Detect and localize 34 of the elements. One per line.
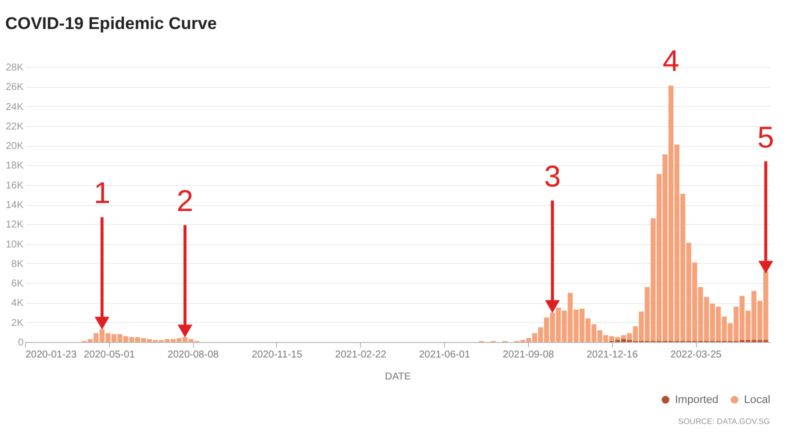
legend-label: Local xyxy=(744,394,770,406)
y-tick-label: 20K xyxy=(6,141,24,152)
x-tick-label: 2021-06-01 xyxy=(418,350,471,360)
y-tick-label: 0 xyxy=(18,338,24,348)
x-tick-label: 2020-08-08 xyxy=(168,350,220,360)
y-tick-label: 16K xyxy=(6,180,24,192)
y-tick-label: 10K xyxy=(6,239,24,250)
y-tick-label: 4K xyxy=(11,298,24,310)
y-tick-label: 8K xyxy=(11,258,24,270)
x-tick-label: 2022-03-25 xyxy=(670,350,722,360)
source-note: SOURCE: DATA.GOV.SG xyxy=(678,417,770,426)
x-tick-label: 2020-05-01 xyxy=(84,350,136,360)
y-tick-label: 26K xyxy=(6,82,24,94)
annotation: 5 xyxy=(757,121,774,154)
annotation: 2 xyxy=(176,185,194,218)
annotation: 1 xyxy=(94,177,110,210)
chart-title: COVID-19 Epidemic Curve xyxy=(5,14,217,33)
annotation: 4 xyxy=(662,45,680,78)
y-tick-label: 24K xyxy=(6,102,24,113)
y-tick-label: 22K xyxy=(6,121,24,132)
annotation: 3 xyxy=(544,160,561,194)
x-tick-label: 2021-09-08 xyxy=(502,350,554,360)
y-tick-label: 2K xyxy=(11,318,24,329)
x-tick-label: 2020-01-23 xyxy=(26,350,78,360)
y-tick-label: 18K xyxy=(6,160,24,172)
y-tick-label: 14K xyxy=(6,200,24,211)
x-tick-label: 2021-12-16 xyxy=(586,350,638,360)
y-tick-label: 12K xyxy=(6,220,24,231)
y-tick-label: 6K xyxy=(11,278,24,290)
legend-label: Imported xyxy=(675,394,718,406)
x-tick-label: 2020-11-15 xyxy=(252,350,303,360)
x-axis-title: DATE xyxy=(385,372,412,382)
x-tick-label: 2021-02-22 xyxy=(335,350,387,360)
y-tick-label: 28K xyxy=(6,62,24,74)
